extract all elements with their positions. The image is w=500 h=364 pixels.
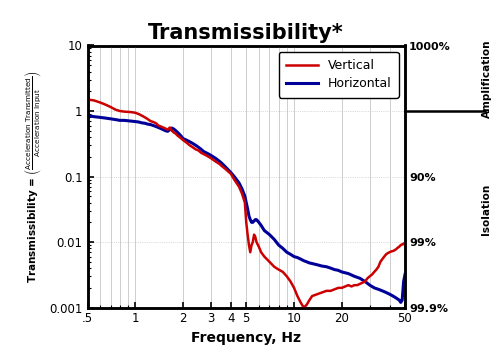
Vertical	[357, 282, 363, 286]
Text: Amplification: Amplification	[482, 39, 492, 118]
Vertical	[300, 305, 306, 310]
Legend: Vertical, Horizontal: Vertical, Horizontal	[279, 52, 399, 98]
Line: Vertical: Vertical	[88, 99, 405, 308]
Horizontal	[393, 296, 399, 300]
Horizontal	[167, 127, 173, 132]
X-axis label: Frequency, Hz: Frequency, Hz	[191, 331, 301, 345]
Vertical	[319, 290, 325, 295]
Horizontal	[402, 272, 408, 277]
Title: Transmissibility*: Transmissibility*	[148, 23, 344, 43]
Horizontal	[244, 207, 250, 211]
Horizontal	[398, 300, 404, 305]
Vertical	[206, 155, 212, 159]
Vertical	[402, 243, 408, 247]
Vertical	[84, 97, 90, 102]
Horizontal	[158, 126, 164, 131]
Y-axis label: Transmissibility = $\left(\frac{\mathrm{Acceleration\ Transmitted}}{\mathrm{Acce: Transmissibility = $\left(\frac{\mathrm{…	[22, 70, 44, 283]
Horizontal	[254, 219, 260, 223]
Vertical	[398, 243, 404, 247]
Horizontal	[383, 290, 389, 295]
Vertical	[339, 286, 345, 290]
Horizontal	[84, 114, 90, 118]
Line: Horizontal: Horizontal	[88, 116, 405, 302]
Text: Isolation: Isolation	[482, 184, 492, 235]
Vertical	[266, 260, 272, 264]
